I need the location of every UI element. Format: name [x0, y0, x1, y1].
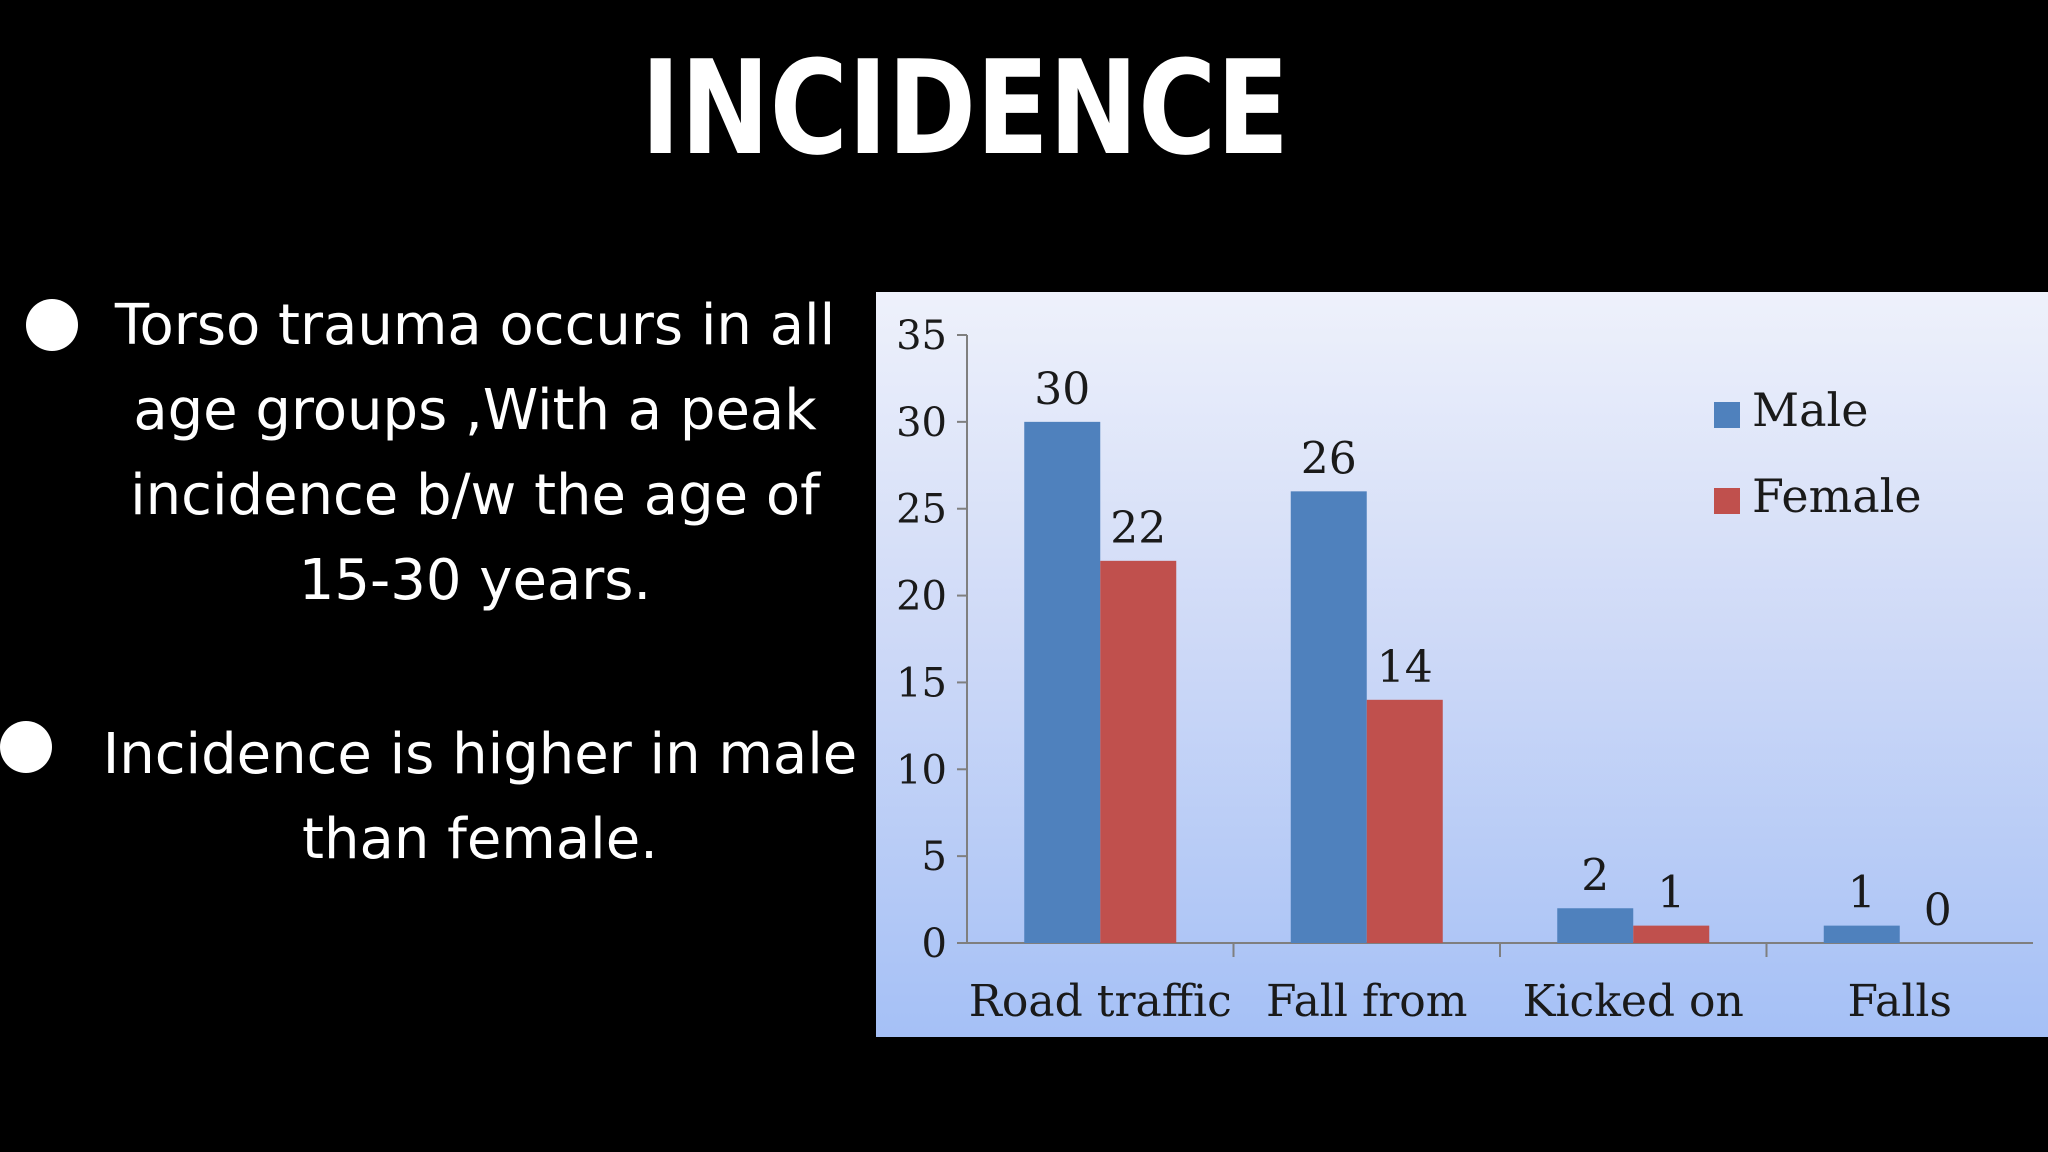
- bullet-text-1: Torso trauma occurs in all age groups ,W…: [95, 283, 855, 623]
- bullet-dot: [26, 299, 78, 351]
- bar-male-0: [1024, 421, 1101, 943]
- bullet-text-2: Incidence is higher in male than female.: [80, 712, 880, 882]
- y-tick-label: 15: [896, 660, 947, 706]
- bullet-1-line-1: Torso trauma occurs in all: [114, 293, 836, 358]
- y-tick-label: 20: [896, 574, 947, 620]
- bar-male-3: [1823, 925, 1900, 943]
- legend-swatch-female: [1714, 488, 1740, 514]
- category-label: Kicked on: [1523, 976, 1744, 1027]
- data-label: 22: [1110, 503, 1166, 554]
- bar-female-0: [1100, 560, 1177, 943]
- slide-title: INCIDENCE: [640, 32, 1290, 184]
- chart-panel: 0 5 10 15 20 25 30 35 Road traffic 30 22 Fall from 2…: [876, 292, 2048, 1037]
- bar-male-1: [1290, 491, 1367, 943]
- data-label: 0: [1924, 885, 1952, 936]
- y-tick-label: 0: [922, 921, 947, 967]
- data-label: 2: [1581, 850, 1609, 901]
- data-label: 14: [1377, 642, 1433, 693]
- legend-label-female: Female: [1752, 469, 1922, 523]
- bar-female-2: [1633, 925, 1710, 943]
- y-tick-label: 5: [922, 834, 947, 880]
- data-label: 1: [1848, 868, 1876, 919]
- legend-label-male: Male: [1752, 383, 1868, 437]
- y-tick-label: 25: [896, 487, 947, 533]
- y-tick-label: 30: [896, 400, 947, 446]
- bullet-dot: [0, 721, 52, 773]
- data-label: 26: [1301, 433, 1357, 484]
- data-label: 1: [1657, 868, 1685, 919]
- y-tick-label: 10: [896, 747, 947, 793]
- legend-swatch-male: [1714, 402, 1740, 428]
- bullet-2-line-2: than female.: [302, 807, 658, 872]
- bullet-2-line-1: Incidence is higher in male: [102, 722, 858, 787]
- bar-female-1: [1366, 699, 1443, 943]
- bullet-1-line-2: age groups ,With a peak: [133, 378, 817, 443]
- category-label: Falls: [1848, 976, 1953, 1027]
- bullet-1-line-3: incidence b/w the age of: [130, 463, 820, 528]
- data-label: 30: [1034, 364, 1090, 415]
- category-label: Fall from: [1266, 976, 1467, 1027]
- bar-male-2: [1557, 908, 1634, 943]
- y-tick-label: 35: [896, 313, 947, 359]
- category-label: Road traffic: [969, 976, 1232, 1027]
- bullet-1-line-4: 15-30 years.: [298, 548, 652, 613]
